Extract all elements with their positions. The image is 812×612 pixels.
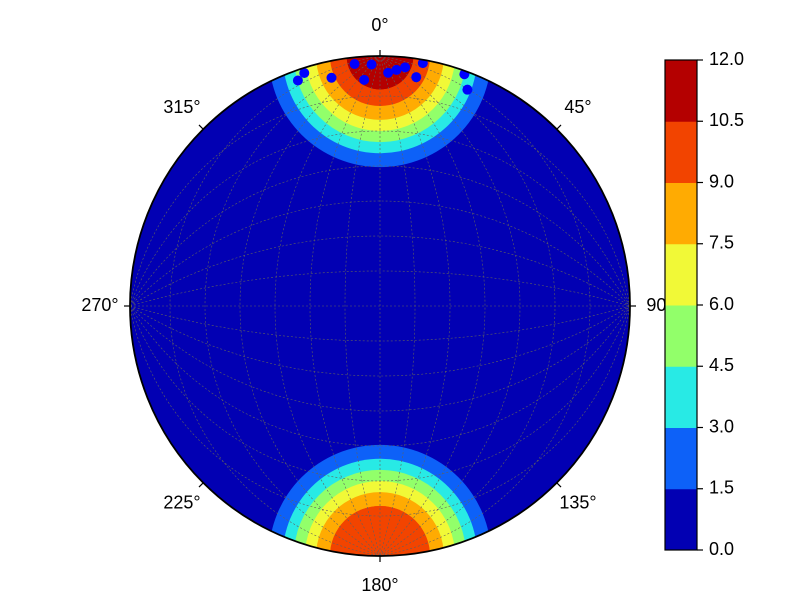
azimuth-label: 225° [163,493,200,513]
azimuth-label: 180° [361,575,398,595]
data-point [400,62,410,72]
colorbar-tick-label: 6.0 [709,294,734,314]
colorbar: 0.0 1.5 3.0 4.5 6.0 7.5 9.0 10.5 12.0 [665,49,744,559]
azimuth-label: 45° [564,97,591,117]
azimuth-label: 0° [371,15,388,35]
data-point [462,85,472,95]
stereonet-plot: 0°45°90°135°180°225°270°315°0.01.53.04.5… [0,0,812,612]
colorbar-tick-label: 12.0 [709,49,744,69]
data-point [326,73,336,83]
azimuth-label: 315° [163,97,200,117]
colorbar-tick-label: 4.5 [709,355,734,375]
colorbar-tick-label: 3.0 [709,416,734,436]
colorbar-tick-label: 1.5 [709,478,734,498]
data-point [411,72,421,82]
data-point [350,59,360,69]
azimuth-label: 135° [559,493,596,513]
azimuth-label: 270° [81,295,118,315]
data-point [367,59,377,69]
colorbar-tick-label: 7.5 [709,233,734,253]
colorbar-tick-label: 0.0 [709,539,734,559]
colorbar-tick-label: 10.5 [709,110,744,130]
data-point [383,68,393,78]
colorbar-tick-label: 9.0 [709,171,734,191]
data-point [359,75,369,85]
